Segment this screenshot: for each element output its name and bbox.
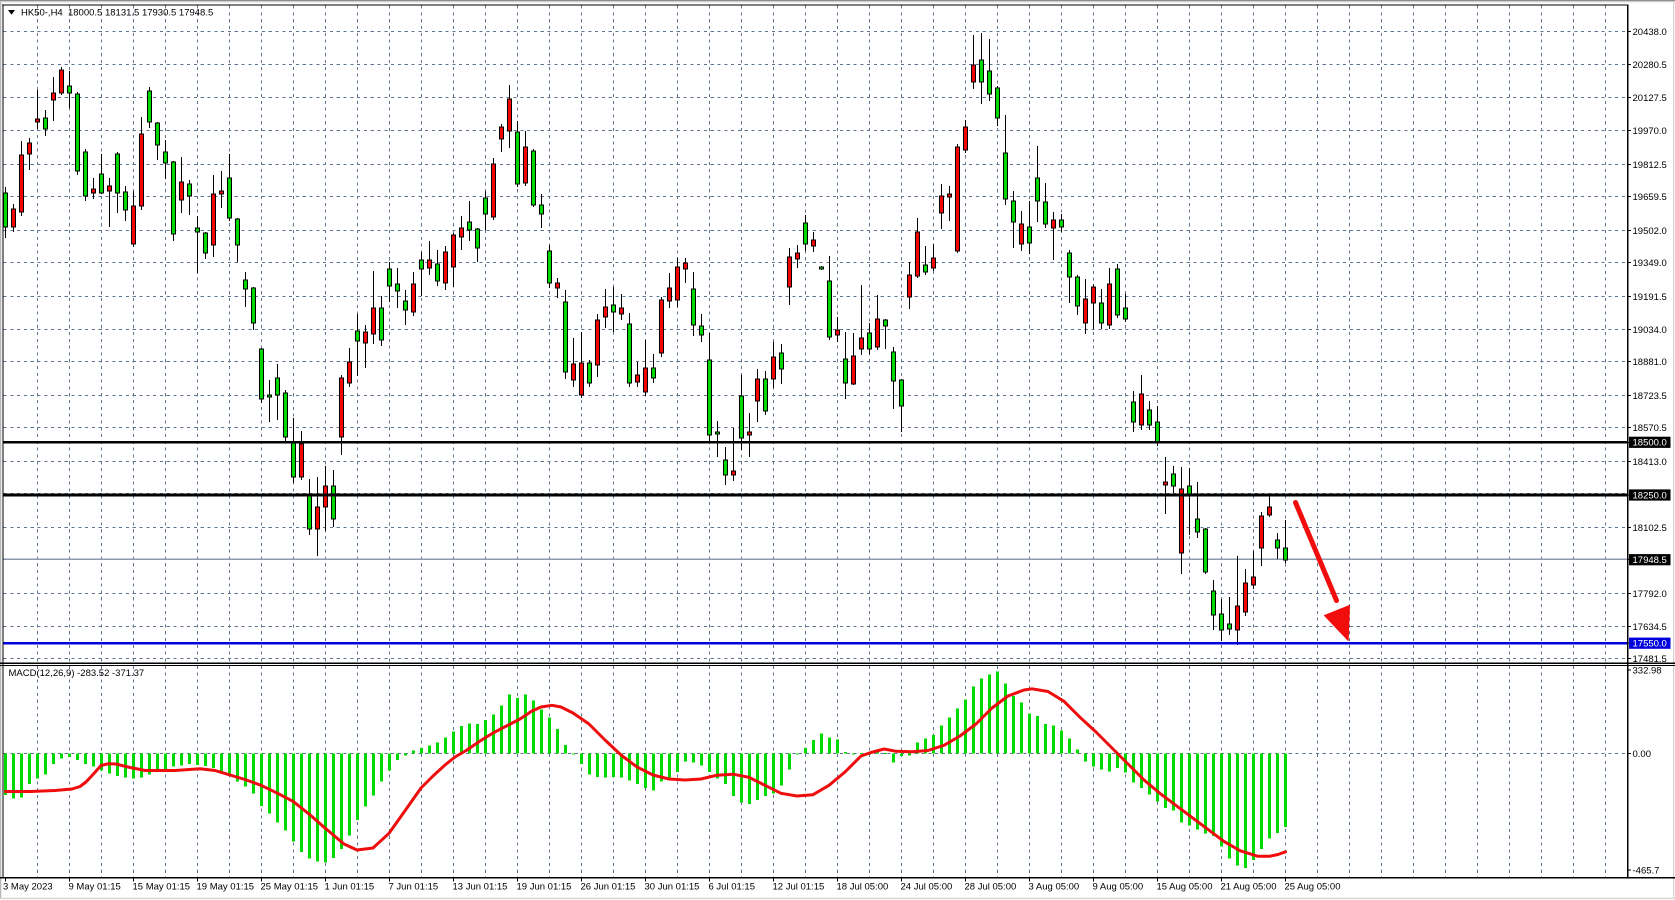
svg-text:9 Aug 05:00: 9 Aug 05:00 bbox=[1093, 881, 1144, 892]
svg-text:3 Aug 05:00: 3 Aug 05:00 bbox=[1029, 881, 1080, 892]
svg-text:17550.0: 17550.0 bbox=[1633, 639, 1667, 650]
svg-text:19 May 01:15: 19 May 01:15 bbox=[197, 881, 255, 892]
svg-text:18723.5: 18723.5 bbox=[1633, 391, 1667, 402]
svg-text:13 Jun 01:15: 13 Jun 01:15 bbox=[453, 881, 508, 892]
svg-text:HK50-,H4 18000.5 18131.5 1793: HK50-,H4 18000.5 18131.5 17930.5 17948.5 bbox=[21, 7, 213, 18]
svg-text:7 Jun 01:15: 7 Jun 01:15 bbox=[389, 881, 439, 892]
svg-text:19659.5: 19659.5 bbox=[1633, 192, 1667, 203]
svg-text:25 May 01:15: 25 May 01:15 bbox=[261, 881, 319, 892]
svg-text:15 May 01:15: 15 May 01:15 bbox=[133, 881, 191, 892]
svg-text:18102.5: 18102.5 bbox=[1633, 523, 1667, 534]
svg-text:21 Aug 05:00: 21 Aug 05:00 bbox=[1221, 881, 1277, 892]
svg-text:0.00: 0.00 bbox=[1633, 749, 1652, 760]
svg-text:18500.0: 18500.0 bbox=[1633, 438, 1667, 449]
svg-text:18250.0: 18250.0 bbox=[1633, 490, 1667, 501]
svg-text:18413.0: 18413.0 bbox=[1633, 457, 1667, 468]
svg-text:-465.7: -465.7 bbox=[1633, 865, 1660, 876]
svg-text:1 Jun 01:15: 1 Jun 01:15 bbox=[325, 881, 375, 892]
svg-text:19812.5: 19812.5 bbox=[1633, 160, 1667, 171]
svg-text:19970.0: 19970.0 bbox=[1633, 126, 1667, 137]
svg-text:17481.5: 17481.5 bbox=[1633, 654, 1667, 665]
svg-text:20280.5: 20280.5 bbox=[1633, 60, 1667, 71]
svg-text:18 Jul 05:00: 18 Jul 05:00 bbox=[837, 881, 889, 892]
svg-text:20438.0: 20438.0 bbox=[1633, 27, 1667, 38]
svg-text:30 Jun 01:15: 30 Jun 01:15 bbox=[645, 881, 700, 892]
svg-text:3 May 2023: 3 May 2023 bbox=[3, 881, 53, 892]
svg-text:18570.5: 18570.5 bbox=[1633, 423, 1667, 434]
svg-text:17634.5: 17634.5 bbox=[1633, 622, 1667, 633]
svg-text:20127.5: 20127.5 bbox=[1633, 93, 1667, 104]
svg-text:17792.0: 17792.0 bbox=[1633, 589, 1667, 600]
svg-text:18881.0: 18881.0 bbox=[1633, 357, 1667, 368]
svg-text:17948.5: 17948.5 bbox=[1633, 555, 1667, 566]
svg-text:12 Jul 01:15: 12 Jul 01:15 bbox=[773, 881, 825, 892]
svg-text:28 Jul 05:00: 28 Jul 05:00 bbox=[965, 881, 1017, 892]
svg-text:25 Aug 05:00: 25 Aug 05:00 bbox=[1285, 881, 1341, 892]
svg-text:332.98: 332.98 bbox=[1633, 666, 1662, 677]
svg-text:19034.0: 19034.0 bbox=[1633, 325, 1667, 336]
svg-text:19191.5: 19191.5 bbox=[1633, 292, 1667, 303]
svg-text:19502.0: 19502.0 bbox=[1633, 226, 1667, 237]
svg-text:26 Jun 01:15: 26 Jun 01:15 bbox=[581, 881, 636, 892]
svg-text:19349.0: 19349.0 bbox=[1633, 258, 1667, 269]
svg-text:24 Jul 05:00: 24 Jul 05:00 bbox=[901, 881, 953, 892]
svg-text:15 Aug 05:00: 15 Aug 05:00 bbox=[1157, 881, 1213, 892]
svg-text:9 May 01:15: 9 May 01:15 bbox=[69, 881, 121, 892]
svg-text:19 Jun 01:15: 19 Jun 01:15 bbox=[517, 881, 572, 892]
svg-text:MACD(12,26,9) -283.52 -371.37: MACD(12,26,9) -283.52 -371.37 bbox=[9, 668, 145, 679]
svg-text:6 Jul 01:15: 6 Jul 01:15 bbox=[709, 881, 755, 892]
